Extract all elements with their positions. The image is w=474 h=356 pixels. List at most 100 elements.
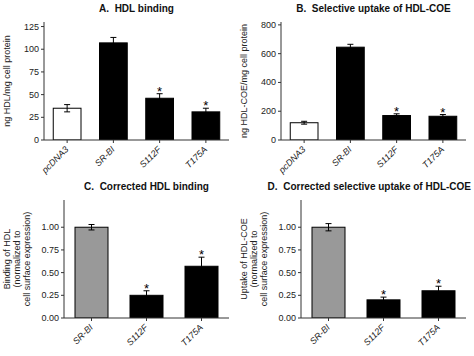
y-tick-label: 0.50 [278, 268, 296, 278]
y-axis-line [64, 200, 65, 318]
x-tick [438, 318, 439, 321]
x-tick-label: T175A [420, 144, 446, 170]
x-tick [442, 140, 443, 143]
annotation: * [144, 281, 149, 296]
y-tick [41, 71, 44, 72]
x-tick [67, 140, 68, 143]
y-tick [61, 249, 64, 250]
bar [100, 43, 128, 140]
y-axis-label: Uptake of HDL-COE(normalized tocell surf… [239, 212, 269, 307]
y-tick-label: 125 [24, 22, 39, 32]
y-tick-label: 50 [29, 90, 39, 100]
x-tick [159, 140, 160, 143]
error-bar [89, 225, 95, 230]
y-axis-line [301, 200, 302, 318]
y-tick [298, 318, 301, 319]
y-tick [41, 49, 44, 50]
bar [429, 116, 457, 140]
marks [312, 224, 455, 318]
error-bar [64, 105, 70, 112]
y-axis-label-line: ng HDL/mg cell protein [2, 35, 12, 127]
x-axis-line [44, 140, 229, 141]
figure: 0255075100125pcDNA3SR-BIS112FT175Ang HDL… [0, 0, 474, 356]
y-tick [298, 227, 301, 228]
title: C. Corrected HDL binding [84, 181, 209, 192]
x-tick-label: T175A [416, 322, 442, 348]
y-tick-label: 600 [261, 49, 276, 59]
y-tick [298, 272, 301, 273]
y-tick-label: 200 [261, 106, 276, 116]
x-tick [201, 318, 202, 321]
bar [53, 108, 81, 140]
bar [312, 227, 345, 318]
y-tick [41, 26, 44, 27]
marks [53, 37, 220, 140]
panel: 0.000.250.500.751.00SR-BIS112FT175AUptak… [239, 181, 471, 348]
y-axis-line [281, 22, 282, 140]
y-tick [61, 272, 64, 273]
bar [337, 47, 365, 140]
x-tick-label: SR-BI [93, 144, 117, 168]
y-tick [61, 318, 64, 319]
y-tick-label: 0 [271, 135, 276, 145]
annotation: * [157, 84, 162, 99]
y-tick-label: 0.75 [278, 245, 296, 255]
y-tick [278, 140, 281, 141]
x-tick [383, 318, 384, 321]
panel: 0.000.250.500.751.00SR-BIS112FT175ABindi… [2, 181, 229, 348]
x-tick-label: S112F [125, 322, 151, 348]
panel: 0200400600800pcDNA3SR-BIS112FT175Ang HDL… [239, 3, 466, 176]
y-tick-label: 75 [29, 67, 39, 77]
y-tick-label: 1.00 [41, 222, 59, 232]
y-axis-label: ng HDL-COE/mg cell protein [239, 24, 249, 138]
y-tick-label: 0.50 [41, 268, 59, 278]
y-tick-label: 800 [261, 20, 276, 30]
y-tick [41, 117, 44, 118]
y-tick [298, 249, 301, 250]
marks [290, 44, 457, 140]
x-tick-label: SR-BI [308, 322, 332, 346]
x-tick-label: S112F [138, 144, 164, 170]
y-tick-label: 0 [34, 135, 39, 145]
y-tick [298, 295, 301, 296]
y-tick [278, 82, 281, 83]
x-tick [396, 140, 397, 143]
y-tick-label: 0.00 [41, 313, 59, 323]
y-tick [41, 140, 44, 141]
x-tick [205, 140, 206, 143]
x-tick [91, 318, 92, 321]
x-tick [328, 318, 329, 321]
bar [383, 116, 411, 140]
y-axis-label-line: Binding of HDL [2, 229, 12, 290]
y-axis-label-line: ng HDL-COE/mg cell protein [239, 24, 249, 138]
y-tick [278, 111, 281, 112]
error-bar [301, 121, 307, 124]
annotation: * [394, 104, 399, 119]
y-axis-label-line: (normalized to [12, 230, 22, 287]
x-axis-line [281, 140, 466, 141]
annotation: * [436, 276, 441, 291]
x-tick [113, 140, 114, 143]
y-tick-label: 25 [29, 112, 39, 122]
y-axis-label-line: cell surface expression) [259, 212, 269, 307]
x-tick-label: pcDNA3 [276, 144, 307, 175]
x-tick-label: pcDNA3 [39, 144, 70, 175]
y-axis-label: Binding of HDL(normalized tocell surface… [2, 212, 32, 307]
x-tick-label: S112F [362, 322, 388, 348]
x-tick-label: T175A [183, 144, 209, 170]
y-tick [61, 295, 64, 296]
error-bar [347, 44, 353, 50]
y-axis-label: ng HDL/mg cell protein [2, 35, 12, 127]
error-bar [110, 37, 116, 48]
x-tick-label: SR-BI [330, 144, 354, 168]
error-bar [326, 224, 332, 231]
title: B. Selective uptake of HDL-COE [296, 3, 451, 14]
title: D. Corrected selective uptake of HDL-COE [268, 181, 472, 192]
y-tick [278, 53, 281, 54]
annotation: * [381, 287, 386, 302]
marks [75, 225, 218, 318]
bar [75, 227, 108, 318]
y-tick [61, 227, 64, 228]
y-tick-label: 1.00 [278, 222, 296, 232]
title: A. HDL binding [99, 3, 174, 14]
